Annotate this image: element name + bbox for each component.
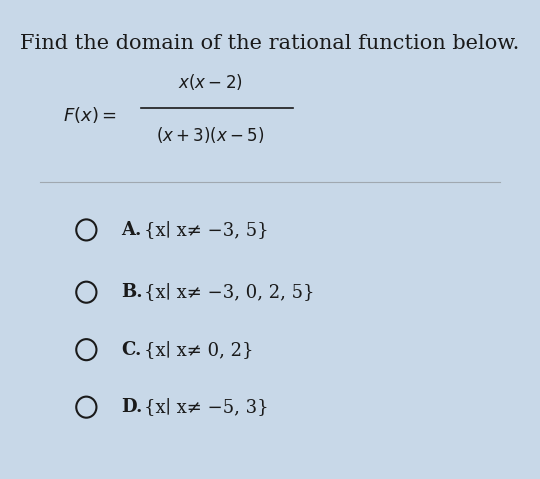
Text: C.: C.: [121, 341, 141, 359]
Text: B.: B.: [121, 283, 143, 301]
Text: D.: D.: [121, 398, 142, 416]
Text: $(x+3)(x-5)$: $(x+3)(x-5)$: [156, 125, 265, 146]
Text: {x∣ x≠ −5, 3}: {x∣ x≠ −5, 3}: [144, 398, 268, 416]
Text: {x∣ x≠ −3, 0, 2, 5}: {x∣ x≠ −3, 0, 2, 5}: [144, 283, 314, 301]
Text: $F(x)=$: $F(x)=$: [63, 105, 117, 125]
Text: A.: A.: [121, 221, 141, 239]
Text: {x∣ x≠ −3, 5}: {x∣ x≠ −3, 5}: [144, 221, 268, 239]
Text: {x∣ x≠ 0, 2}: {x∣ x≠ 0, 2}: [144, 341, 253, 359]
Text: Find the domain of the rational function below.: Find the domain of the rational function…: [21, 34, 519, 53]
Text: $x(x-2)$: $x(x-2)$: [178, 72, 242, 92]
